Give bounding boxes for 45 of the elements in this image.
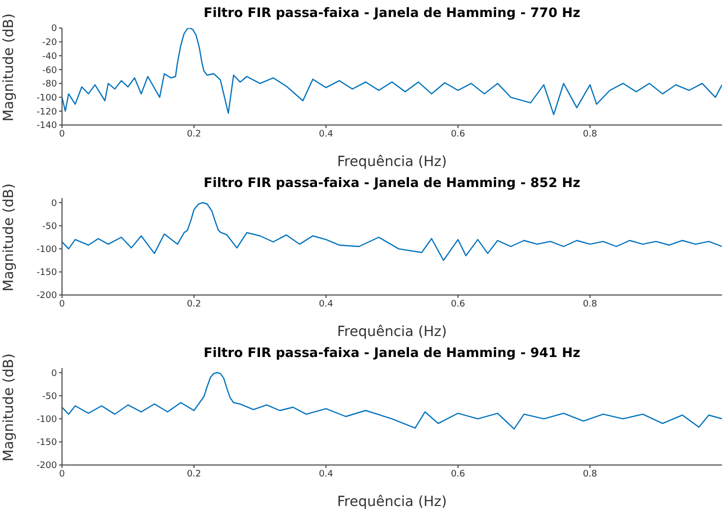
y-tick-label: -150 [36, 438, 58, 448]
chart-title: Filtro FIR passa-faixa - Janela de Hamming - 941 Hz [202, 346, 582, 361]
y-tick-label: -200 [36, 461, 58, 472]
y-tick-label: -100 [36, 93, 58, 104]
x-tick-label: 0.2 [186, 299, 202, 310]
y-tick-label: -50 [42, 392, 58, 402]
x-tick-label: 0 [59, 469, 66, 480]
y-tick-label: -60 [42, 66, 58, 76]
x-tick-label: 0.6 [450, 299, 466, 310]
y-axis-title: Magnitude (dB) [0, 183, 17, 292]
x-tick-label: 0.6 [450, 129, 466, 140]
y-tick-label: -20 [42, 38, 58, 48]
line-series [62, 372, 722, 430]
x-tick-label: 0.8 [582, 469, 598, 480]
x-axis-title: Frequência (Hz) [337, 154, 447, 170]
y-tick-label: 0 [51, 368, 58, 379]
x-tick-label: 0.4 [318, 129, 334, 140]
x-tick-label: 0.8 [582, 299, 598, 310]
y-tick-label: -50 [42, 222, 58, 232]
y-tick-label: -80 [42, 80, 58, 90]
x-tick-label: 0 [59, 129, 66, 140]
y-axis-title: Magnitude (dB) [0, 13, 17, 122]
y-tick-label: 0 [51, 24, 58, 34]
y-tick-label: -150 [36, 268, 58, 278]
x-tick-label: 0 [59, 299, 66, 310]
y-tick-label: -40 [42, 52, 58, 62]
y-tick-label: 0 [51, 198, 58, 209]
y-tick-label: -100 [36, 415, 58, 426]
y-tick-label: -140 [36, 121, 58, 132]
x-axis-title: Frequência (Hz) [337, 324, 447, 340]
line-series [62, 202, 722, 261]
y-tick-label: -100 [36, 245, 58, 256]
y-tick-label: -120 [36, 107, 58, 118]
y-axis-title: Magnitude (dB) [0, 353, 17, 462]
y-tick-label: -200 [36, 291, 58, 302]
x-tick-label: 0.4 [318, 469, 334, 480]
x-tick-label: 0.6 [450, 469, 466, 480]
chart-title: Filtro FIR passa-faixa - Janela de Hamming - 770 Hz [202, 6, 582, 21]
x-tick-label: 0.4 [318, 299, 334, 310]
x-tick-label: 0.2 [186, 129, 202, 140]
x-tick-label: 0.2 [186, 469, 202, 480]
x-tick-label: 0.8 [582, 129, 598, 140]
chart-title: Filtro FIR passa-faixa - Janela de Hamming - 852 Hz [202, 176, 582, 191]
line-series [62, 28, 722, 116]
x-axis-title: Frequência (Hz) [337, 494, 447, 509]
